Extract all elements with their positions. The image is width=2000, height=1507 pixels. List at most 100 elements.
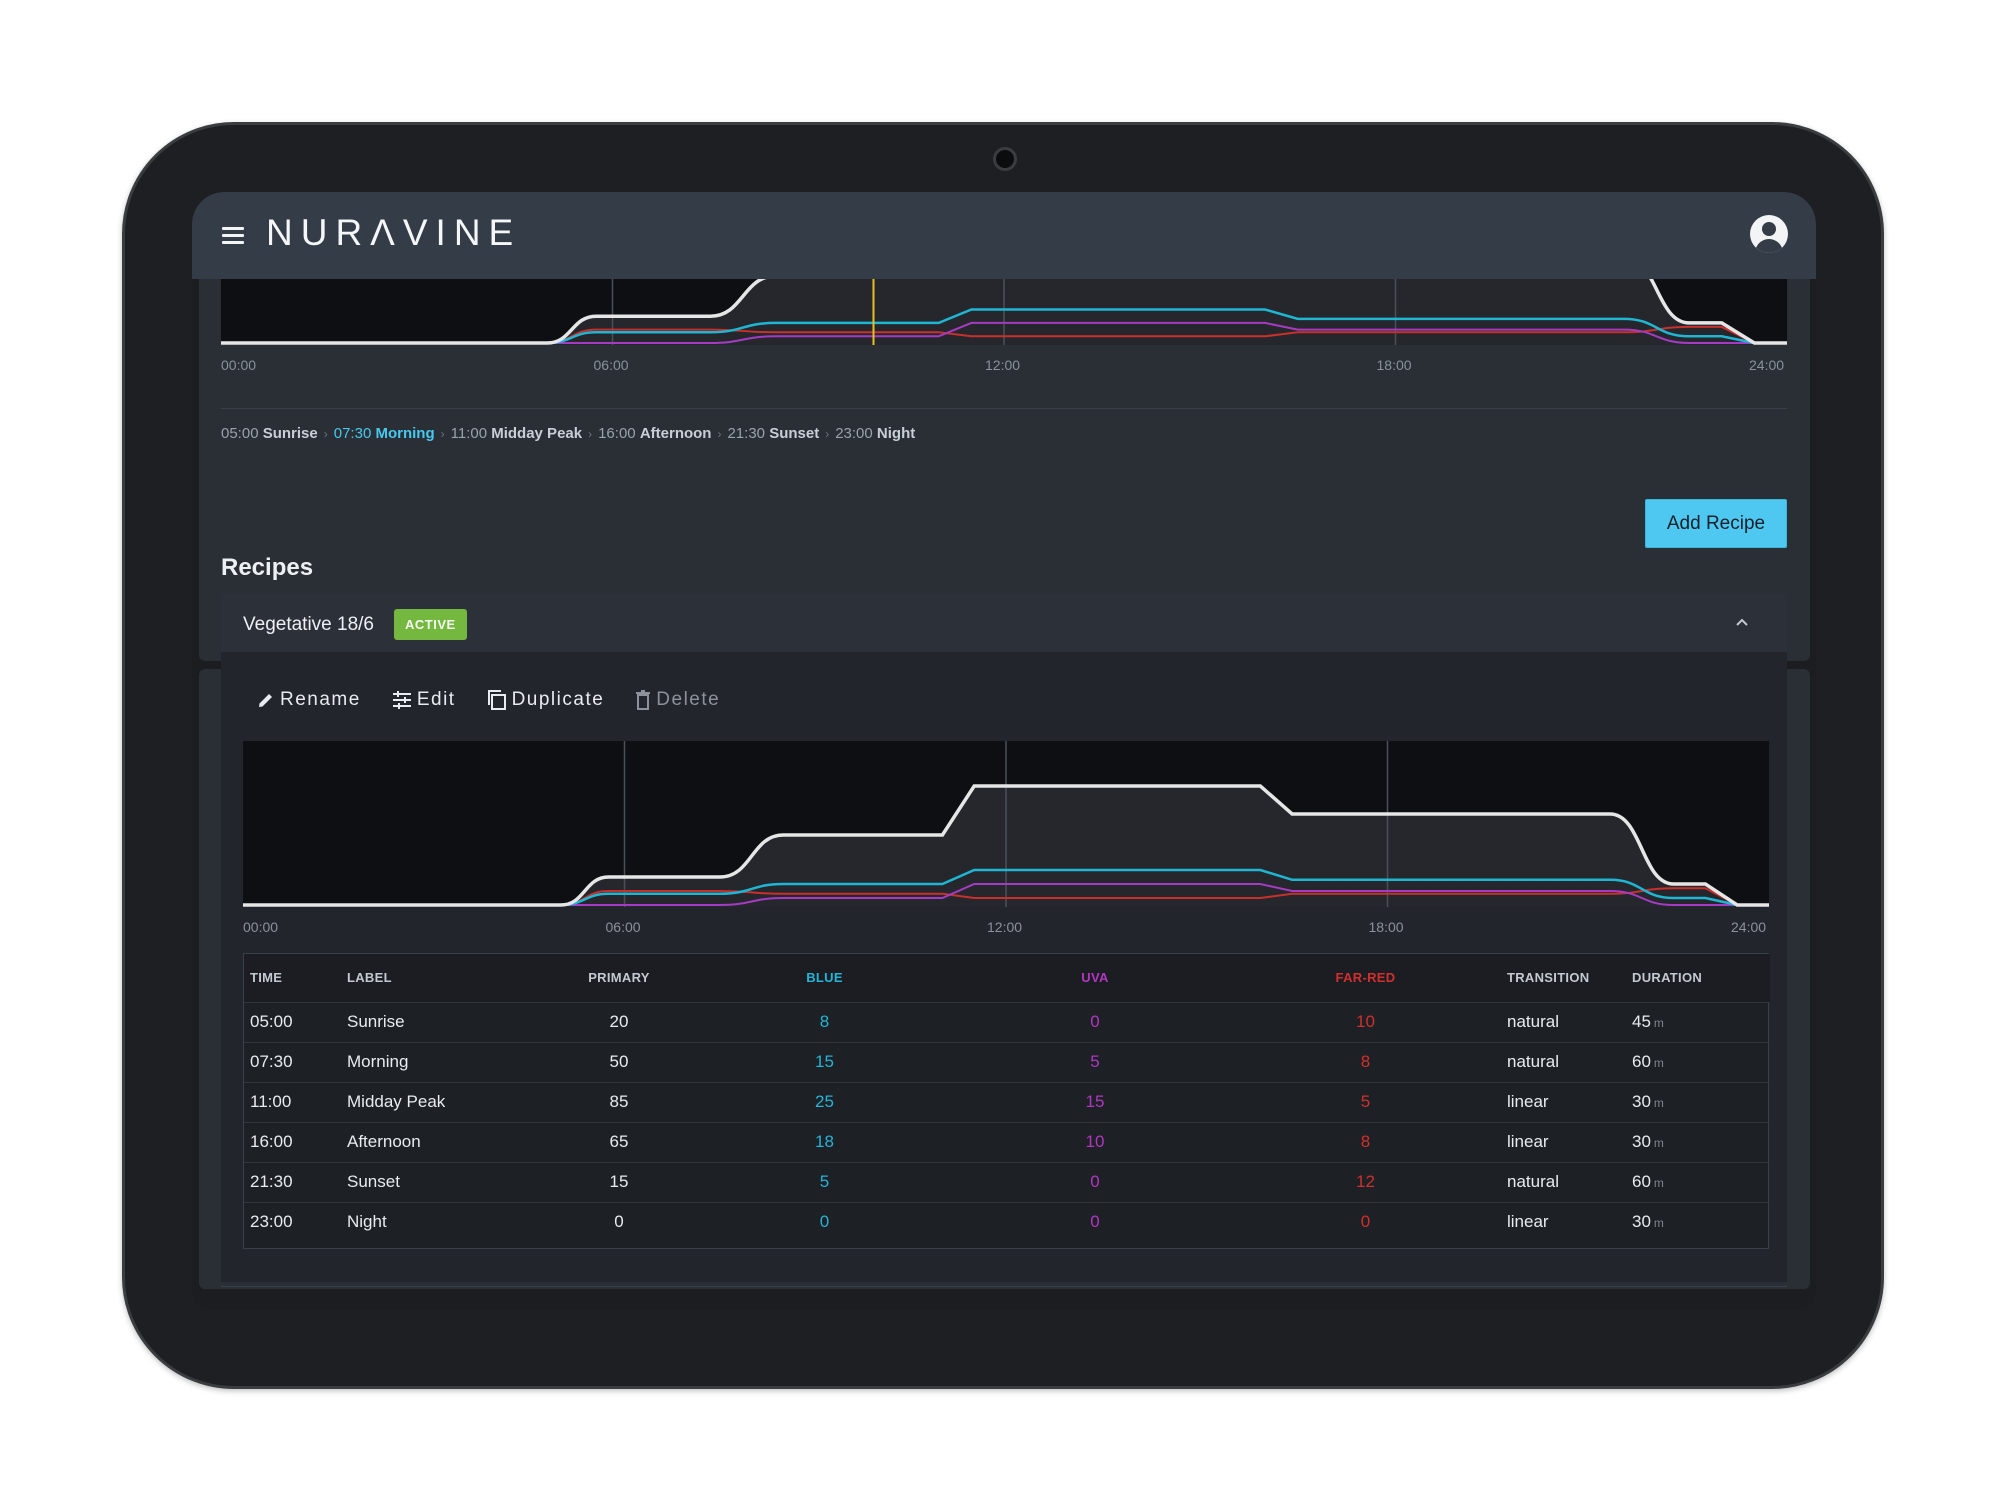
cell-value: 23:00 xyxy=(250,1212,293,1232)
schedule-chart-plot xyxy=(221,279,1787,345)
table-cell: Sunrise xyxy=(341,1001,549,1042)
table-cell: 85 xyxy=(549,1081,689,1122)
cell-value: 07:30 xyxy=(250,1052,293,1071)
column-header: DURATION xyxy=(1626,954,1770,1002)
duration-unit: m xyxy=(1653,1056,1664,1070)
table-cell: 0 xyxy=(689,1201,960,1242)
phase-item[interactable]: 11:00 Midday Peak xyxy=(451,425,582,442)
table-row[interactable]: 07:30 Morning 50 15 5 8 natural 60 m xyxy=(244,1041,1770,1082)
primary-series xyxy=(221,279,1787,345)
chevron-up-icon[interactable] xyxy=(1734,614,1750,630)
cell-value: 15 xyxy=(815,1052,834,1071)
duplicate-button[interactable]: Duplicate xyxy=(486,689,605,711)
table-cell: linear xyxy=(1501,1201,1626,1242)
phase-breadcrumb: 05:00 Sunrise › 07:30 Morning › 11:00 Midday… xyxy=(221,425,915,442)
table-cell: 10 xyxy=(1230,1001,1501,1042)
cell-value: 05:00 xyxy=(250,1012,293,1031)
table-row[interactable]: 05:00 Sunrise 20 8 0 10 natural 45 m xyxy=(244,1001,1770,1042)
axis-tick-label: 18:00 xyxy=(1368,919,1404,935)
delete-button[interactable]: Delete xyxy=(634,689,720,711)
phase-item[interactable]: 07:30 Morning xyxy=(334,425,435,442)
breadcrumb-separator: › xyxy=(717,427,722,441)
phase-time: 07:30 xyxy=(333,425,376,442)
breadcrumb-separator: › xyxy=(825,427,830,441)
axis-tick-label: 00:00 xyxy=(221,357,257,373)
primary-series xyxy=(243,784,1769,907)
table-cell: 65 xyxy=(549,1121,689,1162)
rename-button[interactable]: Rename xyxy=(256,689,361,711)
cell-value: 5 xyxy=(1090,1052,1100,1071)
table-cell: 16:00 xyxy=(244,1121,341,1162)
axis-tick-label: 12:00 xyxy=(987,919,1023,935)
pencil-icon xyxy=(259,694,272,707)
table-cell: 0 xyxy=(960,1001,1230,1042)
edit-label: Edit xyxy=(416,689,456,710)
phase-item[interactable]: 16:00 Afternoon xyxy=(598,425,711,442)
cell-value: natural xyxy=(1507,1052,1559,1071)
cell-value: 18 xyxy=(815,1132,834,1151)
cell-value: Midday Peak xyxy=(347,1092,446,1111)
cell-value: 16:00 xyxy=(250,1132,293,1151)
column-header: FAR-RED xyxy=(1230,954,1501,1002)
uva-series xyxy=(221,321,1787,344)
cell-value: 5 xyxy=(819,1172,830,1191)
add-recipe-button[interactable]: Add Recipe xyxy=(1645,499,1787,548)
duplicate-label: Duplicate xyxy=(511,689,605,710)
cell-value: 11:00 xyxy=(250,1092,292,1111)
active-badge: ACTIVE xyxy=(394,609,467,640)
axis-tick-label: 06:00 xyxy=(605,919,641,935)
phase-item[interactable]: 21:30 Sunset xyxy=(727,425,819,442)
duration-unit: m xyxy=(1653,1096,1664,1110)
table-cell: Night xyxy=(341,1201,549,1242)
cell-value: linear xyxy=(1507,1212,1549,1232)
cell-value: Afternoon xyxy=(347,1132,421,1151)
cell-value: Night xyxy=(347,1212,387,1232)
duration-unit: m xyxy=(1653,1136,1664,1150)
hamburger-menu-icon[interactable] xyxy=(222,227,244,245)
table-cell: 30 m xyxy=(1626,1081,1770,1122)
uva-series xyxy=(243,883,1769,906)
cell-value: 0 xyxy=(614,1212,624,1232)
axis-tick-label: 24:00 xyxy=(1749,357,1785,373)
table-row[interactable]: 21:30 Sunset 15 5 0 12 natural 60 m xyxy=(244,1161,1770,1202)
blue-series xyxy=(243,868,1769,907)
cell-value: 12 xyxy=(1356,1172,1375,1191)
account-icon[interactable] xyxy=(1750,215,1788,253)
table-cell: 0 xyxy=(1230,1201,1501,1242)
copy-icon xyxy=(487,690,506,710)
axis-tick-label: 06:00 xyxy=(593,357,629,373)
cell-value: 0 xyxy=(1090,1212,1100,1232)
table-cell: linear xyxy=(1501,1121,1626,1162)
breadcrumb-separator: › xyxy=(588,427,593,441)
cell-value: 8 xyxy=(1360,1132,1371,1151)
cell-value: 50 xyxy=(609,1052,629,1071)
cell-value: 0 xyxy=(1090,1172,1100,1191)
cell-value: 0 xyxy=(1360,1212,1371,1232)
recipe-actions: Rename Edit Duplicate xyxy=(256,687,750,713)
cell-value: 65 xyxy=(609,1132,629,1151)
table-row[interactable]: 16:00 Afternoon 65 18 10 8 linear 30 m xyxy=(244,1121,1770,1162)
table-row[interactable]: 11:00 Midday Peak 85 25 15 5 linear 30 m xyxy=(244,1081,1770,1122)
table-cell: Midday Peak xyxy=(341,1081,549,1122)
axis-tick-label: 24:00 xyxy=(1731,919,1767,935)
phase-label: Sunset xyxy=(769,425,820,442)
table-row[interactable]: 23:00 Night 0 0 0 0 linear 30 m xyxy=(244,1201,1770,1242)
duration-unit: m xyxy=(1653,1016,1664,1030)
table-cell: 23:00 xyxy=(244,1201,341,1242)
cell-value: 10 xyxy=(1356,1012,1375,1031)
phase-item[interactable]: 05:00 Sunrise xyxy=(221,425,318,442)
table-cell: 50 xyxy=(549,1041,689,1082)
phase-label: Midday Peak xyxy=(491,425,583,442)
phase-item[interactable]: 23:00 Night xyxy=(835,425,915,442)
edit-button[interactable]: Edit xyxy=(391,689,456,711)
column-header: TIME xyxy=(244,954,341,1002)
table-cell: 20 xyxy=(549,1001,689,1042)
cell-value: Sunset xyxy=(347,1172,400,1191)
table-cell: linear xyxy=(1501,1081,1626,1122)
column-header: PRIMARY xyxy=(549,954,689,1002)
recipe-detail: Rename Edit Duplicate xyxy=(221,652,1787,1282)
phase-time: 23:00 xyxy=(835,425,877,442)
far-red-series xyxy=(221,325,1787,344)
recipe-accordion-header[interactable]: Vegetative 18/6 ACTIVE xyxy=(221,594,1787,652)
table-cell: 45 m xyxy=(1626,1001,1770,1042)
